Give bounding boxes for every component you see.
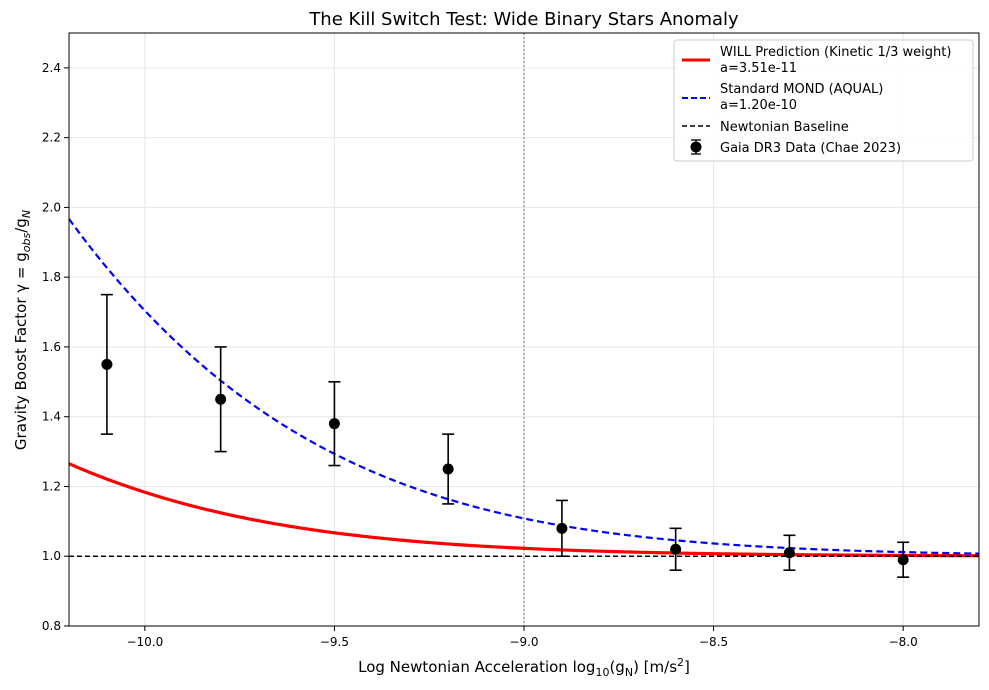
legend-data-label: Gaia DR3 Data (Chae 2023)	[720, 141, 901, 156]
legend-mond-label: Standard MOND (AQUAL)	[720, 82, 883, 97]
x-tick-label: −8.5	[699, 635, 728, 649]
y-tick-label: 2.4	[42, 61, 61, 75]
legend: WILL Prediction (Kinetic 1/3 weight) a=3…	[673, 39, 974, 162]
data-point	[897, 554, 909, 566]
y-tick-label: 1.6	[42, 340, 61, 354]
legend-data-marker	[690, 141, 702, 153]
y-tick-label: 2.0	[42, 200, 61, 214]
y-tick-label: 1.2	[42, 479, 61, 493]
y-axis: 0.8 1.0 1.2 1.4 1.6 1.8 2.0 2.2 2.4	[42, 61, 69, 633]
data-point	[556, 522, 568, 534]
data-point	[328, 418, 340, 430]
data-point	[442, 463, 454, 475]
series-line-will	[69, 462, 979, 558]
x-tick-label: −9.0	[509, 635, 538, 649]
data-point	[783, 547, 795, 559]
legend-newton-label: Newtonian Baseline	[720, 120, 849, 135]
y-tick-label: 0.8	[42, 619, 61, 633]
plot-area	[69, 33, 979, 626]
x-tick-label: −10.0	[126, 635, 163, 649]
y-tick-label: 1.8	[42, 270, 61, 284]
legend-mond-label-2: a=1.20e-10	[720, 98, 797, 113]
x-tick-label: −9.5	[320, 635, 349, 649]
data-point	[670, 543, 682, 555]
x-axis: −10.0 −9.5 −9.0 −8.5 −8.0	[126, 626, 918, 649]
data-point	[215, 393, 227, 405]
y-tick-label: 1.4	[42, 410, 61, 424]
y-axis-label: Gravity Boost Factor γ = gobs/gN	[12, 210, 33, 450]
chart-title: The Kill Switch Test: Wide Binary Stars …	[308, 9, 739, 30]
x-tick-label: −8.0	[889, 635, 918, 649]
legend-box	[673, 39, 974, 162]
y-tick-label: 1.0	[42, 549, 61, 563]
legend-will-label-2: a=3.51e-11	[720, 61, 797, 76]
x-axis-label: Log Newtonian Acceleration log10(gN) [m/…	[358, 656, 690, 679]
legend-will-label: WILL Prediction (Kinetic 1/3 weight)	[720, 45, 951, 60]
y-tick-label: 2.2	[42, 131, 61, 145]
data-point	[101, 358, 113, 370]
